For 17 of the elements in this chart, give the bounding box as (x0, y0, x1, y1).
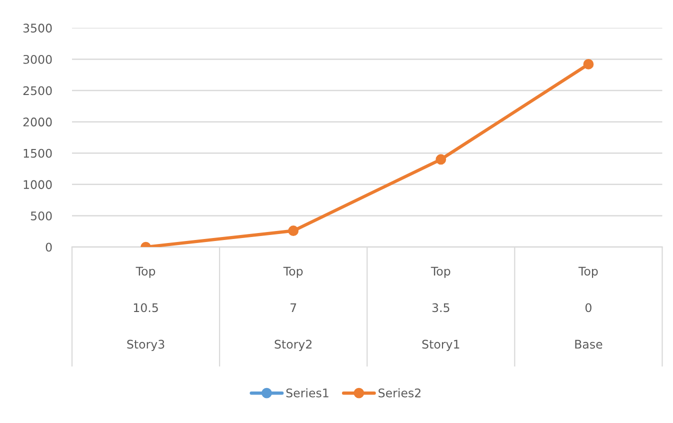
y-tick-label: 500 (30, 211, 52, 220)
legend-label: Series1 (286, 388, 328, 398)
point (436, 154, 446, 165)
y-tick-label: 0 (46, 242, 52, 252)
y-tick-label: 1500 (24, 148, 52, 158)
category-label: Top 0 Base (575, 266, 602, 349)
category-label: Top 3.5 Story1 (422, 266, 460, 351)
y-tick-label: 3000 (23, 54, 52, 64)
category-label: Top 7 Story2 (274, 266, 312, 351)
y-tick-label: 3500 (23, 24, 52, 33)
point (583, 59, 594, 70)
category-label: Top 10.5 Story3 (127, 266, 164, 351)
y-tick-label: 2500 (23, 86, 52, 96)
y-tick-label: 2000 (23, 118, 52, 126)
legend-label: Series2 (378, 388, 420, 398)
point (288, 226, 299, 236)
y-tick-label: 1000 (24, 180, 52, 190)
